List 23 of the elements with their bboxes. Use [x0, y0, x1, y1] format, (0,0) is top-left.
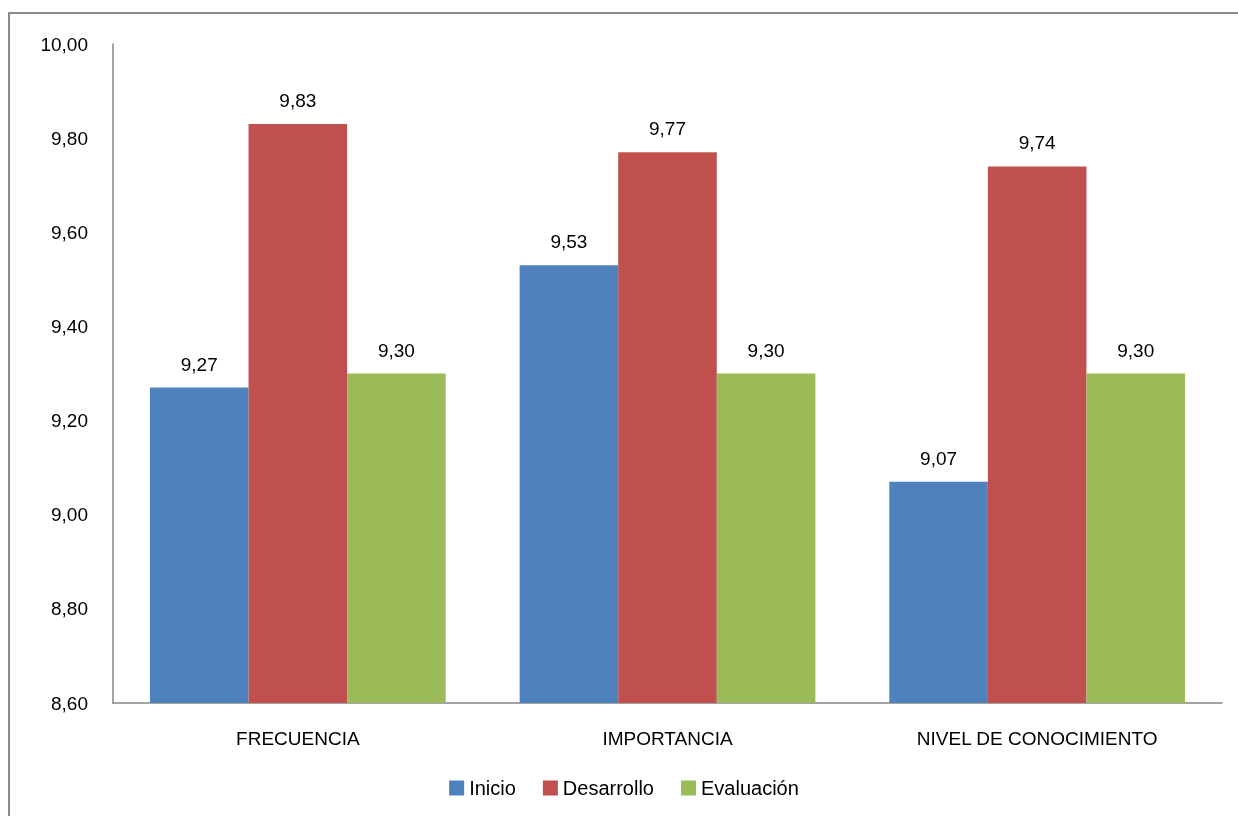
data-label: 9,27 [180, 353, 218, 375]
data-label: 9,30 [747, 339, 785, 361]
y-tick-label: 9,40 [51, 315, 88, 337]
legend-label: Desarrollo [562, 777, 655, 799]
y-tick-label: 9,80 [51, 127, 88, 149]
data-label: 9,30 [377, 339, 415, 361]
data-label: 9,74 [1018, 132, 1057, 154]
y-tick-label: 8,60 [51, 692, 88, 714]
data-label: 9,07 [920, 447, 958, 469]
legend-label: Evaluación [701, 777, 799, 799]
data-label: 9,53 [550, 231, 588, 253]
x-tick-label: NIVEL DE CONOCIMIENTO [916, 728, 1158, 749]
data-label: 9,30 [1117, 339, 1155, 361]
data-label: 9,77 [649, 118, 686, 140]
x-tick-label: FRECUENCIA [236, 728, 360, 749]
data-label: 9,83 [279, 90, 317, 112]
legend-label: Inicio [469, 777, 516, 799]
x-tick-label: IMPORTANCIA [602, 728, 733, 749]
y-tick-label: 8,80 [51, 598, 88, 620]
y-tick-label: 9,60 [51, 221, 88, 243]
y-tick-label: 10,00 [40, 33, 88, 55]
y-tick-label: 9,20 [51, 410, 88, 432]
y-tick-label: 9,00 [51, 504, 88, 526]
